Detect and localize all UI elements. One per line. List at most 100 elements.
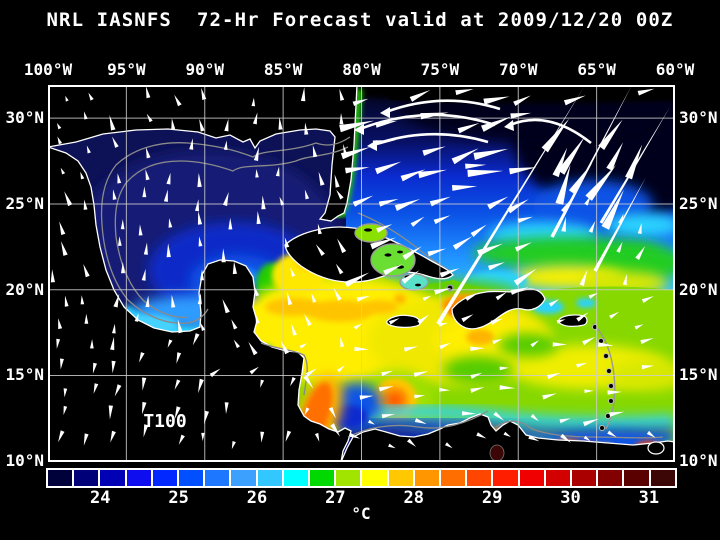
- wind-vector: [530, 340, 539, 348]
- wind-vector: [542, 393, 557, 400]
- wind-vector: [606, 142, 624, 171]
- wind-vector: [339, 88, 345, 101]
- wind-vector: [345, 167, 370, 174]
- wind-vector: [290, 267, 296, 277]
- wind-vector: [145, 169, 150, 181]
- wind-vector: [209, 368, 221, 378]
- wind-vector: [488, 262, 505, 271]
- colorbar-cell: [414, 470, 442, 486]
- map-frame: [48, 85, 675, 462]
- wind-vector: [625, 144, 643, 180]
- wind-vector: [231, 319, 238, 330]
- wind-vector: [618, 213, 624, 225]
- wind-vector: [607, 390, 623, 395]
- wind-vector: [178, 434, 185, 445]
- colorbar-cell: [441, 470, 468, 486]
- wind-vector: [552, 342, 568, 347]
- hispaniola: [451, 288, 546, 330]
- lon-tick-label: 70°W: [498, 60, 538, 79]
- wind-vector: [609, 411, 625, 417]
- colorbar-cell: [231, 470, 258, 486]
- wind-vector: [583, 418, 599, 427]
- lat-tick-label-right: 30°N: [679, 108, 718, 127]
- colorbar-cell: [126, 470, 153, 486]
- wind-vector: [114, 384, 122, 397]
- wind-vector: [50, 269, 55, 283]
- wind-vector: [112, 189, 117, 200]
- wind-vector: [637, 88, 655, 96]
- wind-vector: [146, 113, 153, 123]
- colorbar-tick-label: 31: [638, 488, 660, 508]
- colorbar-tick-label: 25: [168, 488, 189, 508]
- wind-vector: [174, 406, 181, 420]
- wind-vector: [80, 171, 85, 180]
- wind-vector: [197, 293, 202, 305]
- colorbar-cell: [205, 470, 232, 486]
- wind-vector: [113, 293, 120, 308]
- wind-vector: [197, 172, 202, 188]
- wind-vector: [427, 248, 447, 257]
- wind-vector: [622, 274, 627, 286]
- wind-vector: [139, 352, 145, 363]
- wind-vector: [222, 298, 230, 314]
- temperature-colorbar: [46, 468, 677, 488]
- wind-vector: [290, 377, 296, 387]
- wind-vector: [251, 97, 256, 107]
- wind-vector: [490, 318, 504, 325]
- wind-vector: [414, 394, 426, 399]
- wind-vector: [200, 269, 204, 281]
- wind-vector: [303, 375, 314, 389]
- wind-vector: [507, 199, 529, 214]
- wind-vector: [583, 435, 591, 442]
- wind-vector: [439, 387, 451, 392]
- wind-vector: [278, 117, 283, 130]
- wind-vector: [465, 292, 479, 301]
- wind-vector: [470, 224, 487, 237]
- wind-vector: [403, 346, 418, 352]
- wind-vector: [552, 147, 568, 178]
- wind-vector: [143, 424, 149, 438]
- wind-vector: [439, 342, 451, 350]
- wind-vector: [142, 401, 147, 415]
- wind-vector: [317, 223, 322, 235]
- wind-vector: [291, 323, 297, 336]
- colorbar-cell: [624, 470, 651, 486]
- page-title: NRL IASNFS 72-Hr Forecast valid at 2009/…: [46, 9, 674, 31]
- wind-vector: [304, 122, 309, 135]
- wind-vector: [340, 147, 371, 160]
- wind-vector: [353, 323, 363, 330]
- wind-vector: [352, 98, 369, 106]
- lake-maracaibo: [489, 444, 505, 462]
- wind-vector: [61, 241, 68, 256]
- wind-vector: [201, 432, 205, 441]
- colorbar-cell: [257, 470, 284, 486]
- wind-vector: [513, 95, 531, 106]
- colorbar-tick-label: 29: [481, 488, 503, 508]
- colorbar-cell: [362, 470, 389, 486]
- wind-vector: [174, 379, 181, 390]
- wind-vector: [451, 148, 479, 165]
- wind-vector: [145, 147, 151, 159]
- wind-vector: [300, 87, 306, 102]
- wind-vector: [555, 164, 571, 205]
- wind-vector: [528, 435, 540, 442]
- wind-vector: [83, 433, 89, 446]
- wind-vector: [84, 313, 89, 324]
- wind-vector: [402, 246, 422, 261]
- wind-vector: [134, 313, 139, 322]
- wind-vector: [560, 433, 571, 443]
- wind-vector: [92, 362, 97, 374]
- wind-vector: [598, 119, 623, 150]
- wind-vector: [284, 237, 290, 248]
- wind-vector: [93, 383, 99, 394]
- wind-vector: [304, 313, 312, 326]
- wind-vector: [58, 318, 63, 330]
- wind-vector: [142, 377, 147, 391]
- wind-vector: [548, 299, 559, 307]
- wind-vector: [470, 346, 486, 351]
- wind-vector: [171, 118, 176, 130]
- wind-vector: [287, 291, 293, 306]
- wind-vector: [388, 443, 396, 449]
- wind-vector: [305, 368, 317, 377]
- wind-vector: [192, 333, 200, 346]
